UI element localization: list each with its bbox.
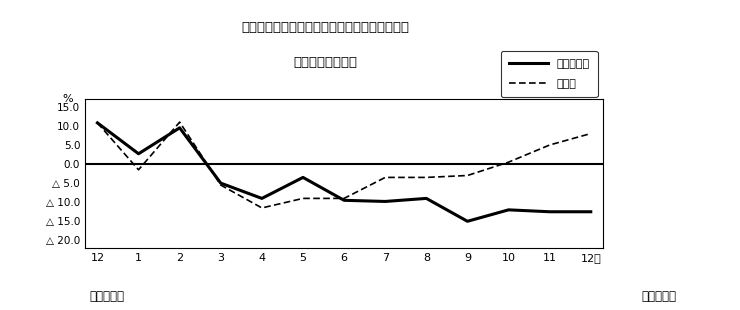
Text: 平成２３年: 平成２３年 <box>641 290 676 303</box>
Text: （規模５人以上）: （規模５人以上） <box>294 55 357 69</box>
Legend: 調査産業計, 製造業: 調査産業計, 製造業 <box>501 51 597 97</box>
Text: 平成２２年: 平成２２年 <box>90 290 125 303</box>
Text: 第２図　所定外労働時間　対前年同月比の推移: 第２図 所定外労働時間 対前年同月比の推移 <box>241 21 410 34</box>
Text: %: % <box>62 94 73 104</box>
